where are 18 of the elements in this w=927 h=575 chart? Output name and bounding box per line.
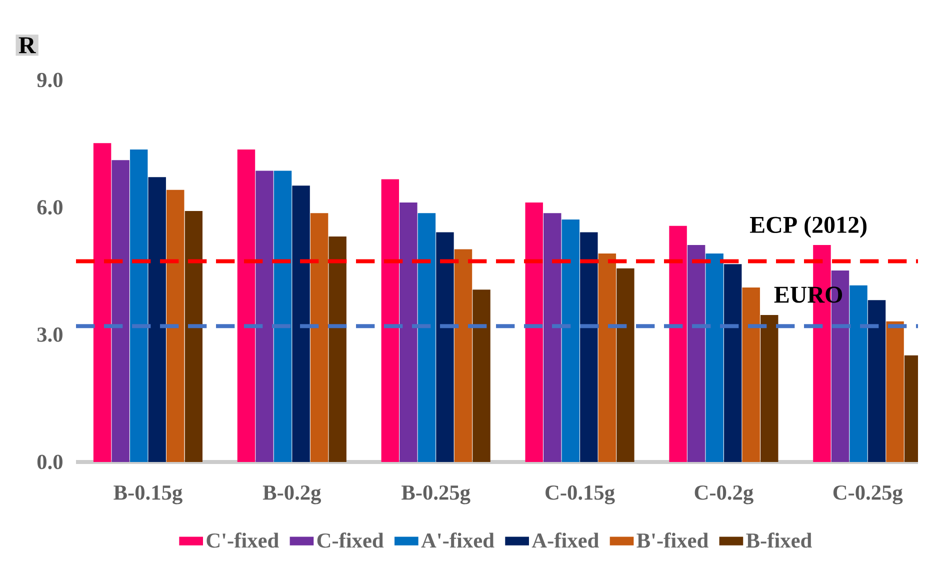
ref-line-label: ECP (2012) [750,216,866,238]
legend-label: B'-fixed [636,532,708,548]
y-tick-label: 6.0 [37,200,62,215]
x-tick-label: C-0.2g [694,485,754,504]
x-tick-label: B-0.25g [402,485,470,504]
legend-label: B-fixed [746,532,812,548]
y-tick-label: 3.0 [37,327,62,342]
y-tick-label: 0.0 [37,454,62,470]
x-tick-label: C-0.25g [833,485,903,504]
y-tick-label: 9.0 [37,72,62,88]
x-tick-label: B-0.2g [262,485,322,504]
legend-label: A-fixed [532,532,599,548]
legend-label: C'-fixed [206,532,279,548]
legend-label: C-fixed [317,532,384,548]
legend-label: A'-fixed [421,532,494,548]
x-tick-label: C-0.15g [546,485,615,504]
x-tick-label: B-0.15g [114,485,182,504]
y-axis-title: R [18,37,36,54]
